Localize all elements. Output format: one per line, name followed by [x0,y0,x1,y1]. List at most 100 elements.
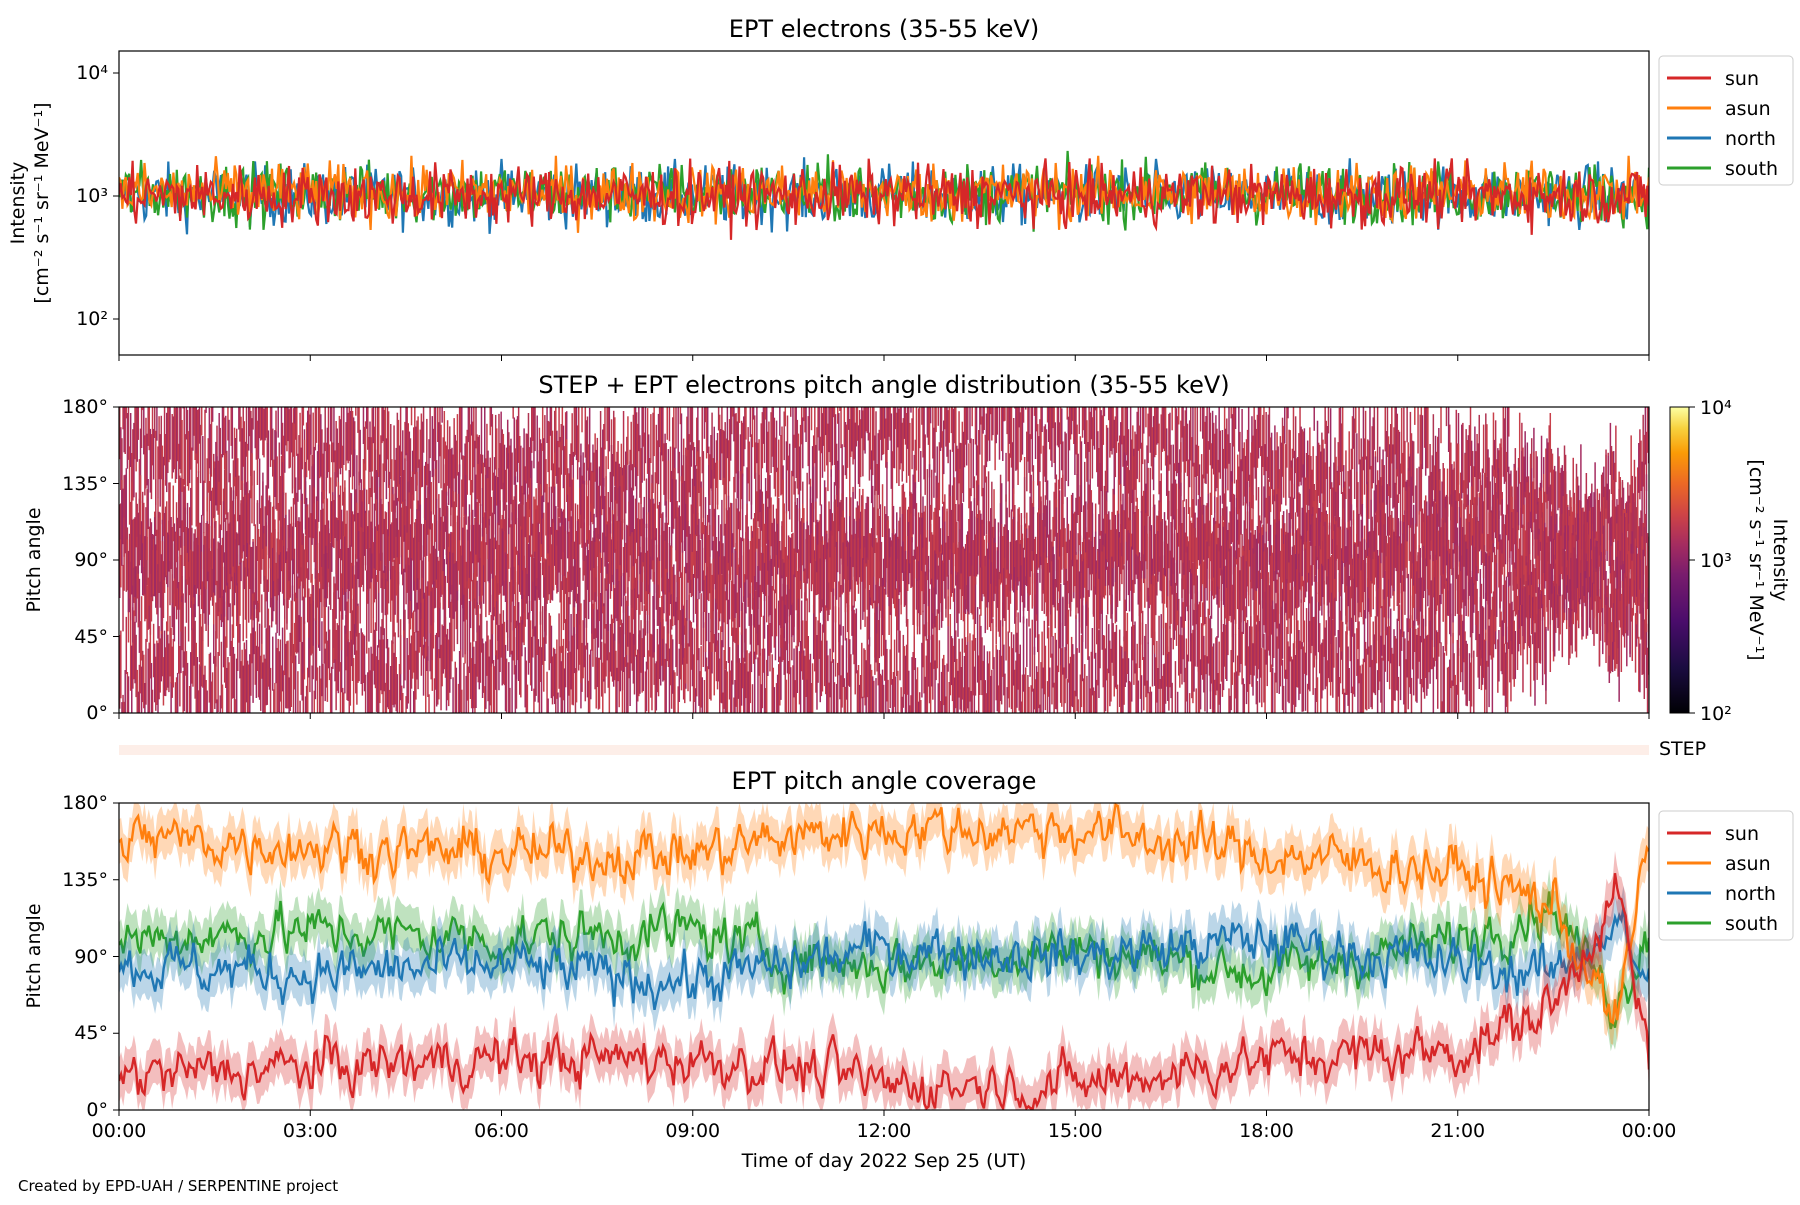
pad-cell [1116,625,1117,689]
pad-cell [833,589,834,653]
p1-legend-label: north [1725,128,1776,150]
pad-cell [727,672,728,714]
pad-cell [999,407,1000,460]
pad-cell [856,609,857,674]
pad-cell [822,624,823,691]
pad-cell [1038,634,1039,708]
pad-cell [359,430,360,483]
pad-cell [939,442,940,510]
pad-cell [297,671,298,713]
pad-cell [609,407,610,451]
pad-cell [739,407,740,423]
pad-cell [1077,699,1078,713]
pad-cell [1117,407,1118,441]
pad-cell [742,474,743,542]
pad-cell [791,471,792,532]
pad-cell [568,597,569,651]
pad-cell [971,407,972,426]
pad-cell [590,650,591,700]
pad-cell [251,453,252,523]
pad-cell [205,407,206,413]
panel-pitch-angle-distribution: STEP + EPT electrons pitch angle distrib… [23,371,1791,760]
pad-cell [1328,407,1329,433]
pad-cell [1473,651,1474,713]
pad-cell [754,652,755,713]
pad-cell [793,575,794,643]
pad-cell [1029,628,1030,676]
pad-cell [909,423,910,496]
pad-cell [862,697,863,713]
pad-cell [1466,644,1467,706]
pad-cell [145,639,146,705]
pad-cell [232,407,233,459]
pad-cell [1171,683,1172,713]
pad-cell [648,650,649,713]
pad-cell [776,421,777,473]
pad-cell [249,490,250,544]
p1-ylabel-line2: [cm⁻² s⁻¹ sr⁻¹ MeV⁻¹] [31,102,53,303]
pad-cell [126,468,127,527]
pad-cell [1178,407,1179,425]
pad-cell [1079,407,1080,434]
pad-cell [850,654,851,713]
pad-cell [578,407,579,462]
pad-cell [891,607,892,685]
pad-cell [912,407,913,451]
pad-cell [1177,692,1178,713]
pad-cell [124,670,125,713]
pad-cell [383,628,384,691]
pad-cell [875,678,876,713]
pad-cell [1171,407,1172,430]
pad-cell [916,407,917,471]
pad-cell [929,589,930,640]
pad-cell [283,671,284,714]
pad-cell [1145,407,1146,427]
pad-cell [206,691,207,714]
pad-cell [1300,599,1301,649]
pad-cell [790,667,791,713]
pad-cell [483,643,484,693]
pad-cell [1084,664,1085,713]
pad-cell [221,454,222,530]
pad-cell [147,479,148,529]
pad-cell [861,643,862,699]
pad-cell [724,591,725,670]
pad-cell [543,513,544,563]
pad-cell [1427,407,1428,468]
pad-cell [882,484,883,537]
pad-cell [429,407,430,458]
pad-cell [215,521,216,585]
pad-cell [717,460,718,509]
pad-cell [809,407,810,484]
pad-cell [660,452,661,518]
pad-cell [1458,648,1459,713]
pad-cell [261,594,262,643]
pad-cell [317,667,318,713]
pad-cell [547,699,548,714]
pad-cell [669,407,670,441]
pad-cell [790,407,791,417]
pad-cell [1277,573,1278,629]
pad-cell [1004,674,1005,713]
pad-cell [156,407,157,441]
pad-cell [1414,407,1415,425]
pad-cell [914,560,915,636]
pad-cell [1092,628,1093,695]
pad-cell [316,407,317,443]
pad-cell [496,650,497,713]
p1-ylabel-line1: Intensity [7,162,29,245]
pad-cell [534,407,535,451]
pad-cell [1220,684,1221,713]
pad-cell [1052,636,1053,687]
pad-cell [687,643,688,691]
pad-cell [812,663,813,713]
pad-cell [646,479,647,529]
pad-cell [1081,441,1082,512]
pad-cell [268,430,269,488]
pad-cell [377,472,378,530]
pad-cell [581,407,582,432]
pad-cell [138,407,139,440]
pad-cell [1369,407,1370,470]
pad-cell [786,680,787,713]
pad-cell [1244,684,1245,713]
